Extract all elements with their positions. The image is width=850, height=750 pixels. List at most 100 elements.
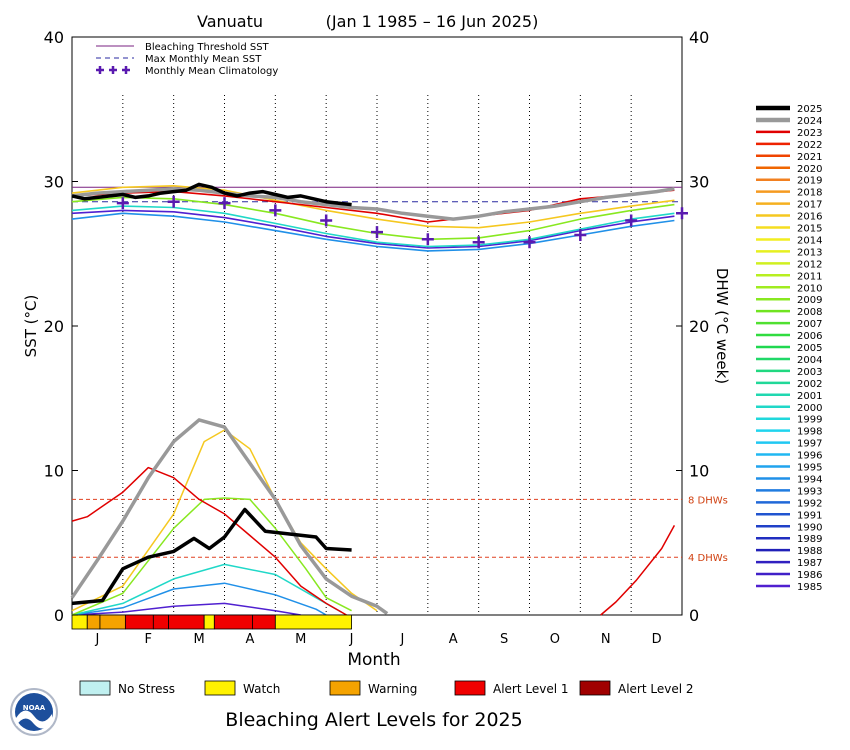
year-legend-label: 2011	[797, 271, 822, 282]
year-legend-label: 1993	[797, 486, 822, 497]
climatology-marker	[625, 214, 638, 227]
year-legend-label: 1995	[797, 463, 822, 474]
dhw-line-2023	[600, 525, 676, 616]
y-tick-label-right: 30	[689, 173, 709, 192]
alert-legend-label: Alert Level 1	[493, 682, 569, 696]
alert-bar	[71, 614, 352, 630]
alert-legend-swatch	[79, 680, 111, 696]
alert-segment	[152, 614, 169, 630]
svg-text:NOAA: NOAA	[23, 704, 46, 712]
alert-legend-label: Warning	[368, 682, 417, 696]
sst-line-2023	[71, 189, 675, 223]
sst-line-2025	[71, 182, 352, 207]
year-legend-label: 2024	[797, 116, 822, 127]
year-legend-label: 1992	[797, 498, 822, 509]
year-legend-label: 1985	[797, 582, 822, 593]
alert-legend-swatch	[329, 680, 361, 696]
alert-segment	[203, 614, 215, 630]
month-tick-label: J	[349, 632, 354, 647]
year-legend-label: 1996	[797, 451, 822, 462]
month-tick-label: D	[652, 632, 662, 647]
alert-segment	[71, 614, 88, 630]
legend-line-label: Max Monthly Mean SST	[145, 54, 262, 65]
month-tick-label: A	[245, 632, 254, 647]
year-legend-label: 2025	[797, 104, 822, 115]
dhw-line-2024	[70, 418, 389, 616]
year-legend-label: 2004	[797, 355, 822, 366]
alert-level-legend: No Stress Watch Warning Alert Level 1 Alert …	[79, 680, 694, 696]
y-tick-label-left: 40	[44, 28, 64, 47]
year-legend-label: 2002	[797, 379, 822, 390]
climatology-marker	[218, 197, 231, 210]
y-axis-label-left: SST (°C)	[22, 295, 40, 358]
legend-line-label: Bleaching Threshold SST	[145, 42, 270, 53]
year-legend-label: 2017	[797, 200, 822, 211]
climatology-marker	[116, 197, 129, 210]
year-legend: 2025202420232022202120202019201820172016…	[756, 104, 822, 593]
month-tick-label: N	[601, 632, 611, 647]
month-tick-label: O	[550, 632, 560, 647]
year-legend-label: 2006	[797, 331, 822, 342]
alert-legend-label: No Stress	[118, 682, 175, 696]
climatology-marker	[523, 236, 536, 249]
year-legend-label: 2005	[797, 343, 822, 354]
year-legend-label: 2016	[797, 212, 822, 223]
x-axis-label: Month	[347, 650, 400, 670]
year-legend-label: 1988	[797, 546, 822, 557]
y-tick-label-right: 0	[689, 606, 699, 625]
dhw-line-2016	[71, 429, 378, 612]
dhw-line-1985	[71, 602, 301, 616]
month-tick-label: S	[500, 632, 508, 647]
axes: 0 0 10 10 20 20 30 30 40 40 J F M A M J J A S O N D	[44, 28, 710, 647]
alert-legend-swatch	[454, 680, 486, 696]
dhw-series-group	[70, 418, 676, 616]
month-tick-label: M	[193, 632, 204, 647]
year-legend-label: 2020	[797, 164, 822, 175]
year-legend-label: 1997	[797, 439, 822, 450]
noaa-logo: NOAA	[10, 688, 58, 736]
alert-legend-label: Watch	[243, 682, 280, 696]
year-legend-label: 2001	[797, 391, 822, 402]
dhw-reference-label: 8 DHWs	[688, 495, 728, 506]
year-legend-label: 1998	[797, 427, 822, 438]
alert-segment	[86, 614, 101, 630]
y-tick-label-right: 40	[689, 28, 709, 47]
year-legend-label: 1999	[797, 415, 822, 426]
y-tick-label-right: 10	[689, 462, 709, 481]
legend-line-label: Monthly Mean Climatology	[145, 66, 278, 77]
year-legend-label: 2019	[797, 176, 822, 187]
alert-legend-swatch	[579, 680, 611, 696]
year-legend-label: 1989	[797, 534, 822, 545]
y-tick-label-left: 0	[54, 606, 64, 625]
legend-climatology-marker	[122, 66, 130, 74]
alert-segment	[213, 614, 253, 630]
y-tick-label-left: 10	[44, 462, 64, 481]
dhw-line-2025	[71, 507, 352, 606]
year-legend-label: 2007	[797, 319, 822, 330]
year-legend-label: 1987	[797, 558, 822, 569]
dhw-line-2000	[71, 563, 342, 616]
sst-line-2016	[71, 185, 675, 229]
legend-climatology-marker	[109, 66, 117, 74]
year-legend-label: 1990	[797, 522, 822, 533]
alert-segment	[124, 614, 154, 630]
alert-legend-label: Alert Level 2	[618, 682, 694, 696]
month-tick-label: M	[295, 632, 306, 647]
year-legend-label: 2021	[797, 152, 822, 163]
alert-segment	[252, 614, 276, 630]
year-legend-label: 1986	[797, 570, 822, 581]
month-tick-label: F	[145, 632, 152, 647]
climatology-markers	[116, 195, 688, 249]
y-tick-label-left: 30	[44, 173, 64, 192]
year-legend-label: 2022	[797, 140, 822, 151]
year-legend-label: 2009	[797, 295, 822, 306]
year-legend-label: 2010	[797, 283, 822, 294]
climatology-marker	[676, 207, 688, 220]
dhw-line-2009	[71, 497, 352, 616]
year-legend-label: 2018	[797, 188, 822, 199]
climatology-marker	[320, 214, 333, 227]
alert-legend-swatch	[204, 680, 236, 696]
year-legend-label: 2012	[797, 259, 822, 270]
y-axis-label-right: DHW (°C week)	[713, 268, 731, 384]
